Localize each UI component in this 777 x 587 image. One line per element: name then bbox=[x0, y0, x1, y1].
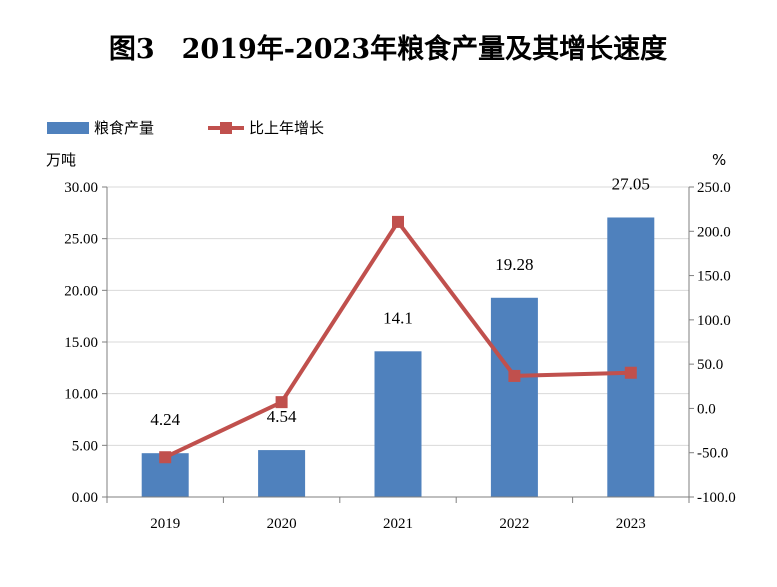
bar-data-label: 4.54 bbox=[267, 407, 297, 426]
right-tick-label: 250.0 bbox=[697, 180, 731, 196]
legend-label-line: 比上年增长 bbox=[249, 119, 324, 137]
line-point bbox=[508, 369, 521, 382]
right-tick-label: 200.0 bbox=[697, 224, 731, 240]
legend-marker-swatch bbox=[220, 122, 232, 134]
chart-title: 图3 2019年-2023年粮食产量及其增长速度 bbox=[109, 33, 667, 65]
x-tick-label: 2022 bbox=[499, 516, 529, 532]
left-tick-label: 5.00 bbox=[72, 438, 98, 454]
legend-bar-swatch bbox=[47, 122, 89, 134]
line-point bbox=[392, 215, 404, 228]
left-tick-label: 0.00 bbox=[72, 490, 98, 506]
tick-labels: 0.00 5.00 10.00 15.00 20.00 25.00 30.00 -100.0 -… bbox=[64, 174, 736, 532]
bar bbox=[258, 450, 306, 497]
right-tick-label: 0.0 bbox=[697, 401, 716, 417]
line-point bbox=[159, 451, 172, 464]
left-tick-label: 15.00 bbox=[64, 335, 98, 351]
bar-data-label: 14.1 bbox=[383, 308, 413, 327]
bar bbox=[607, 217, 655, 497]
left-tick-label: 20.00 bbox=[64, 283, 98, 299]
bar-data-label: 27.05 bbox=[612, 174, 650, 193]
line-point bbox=[624, 366, 637, 379]
right-tick-label: 50.0 bbox=[697, 357, 723, 373]
right-tick-label: 150.0 bbox=[697, 269, 731, 285]
axes bbox=[102, 186, 694, 503]
x-tick-label: 2019 bbox=[150, 516, 180, 532]
legend: 粮食产量 比上年增长 bbox=[47, 119, 324, 137]
bar-data-label: 4.24 bbox=[150, 410, 180, 429]
line-series bbox=[159, 215, 637, 464]
right-tick-label: 100.0 bbox=[697, 313, 731, 329]
line-point bbox=[275, 396, 288, 409]
x-tick-label: 2021 bbox=[383, 516, 413, 532]
bar-series bbox=[141, 217, 655, 497]
left-tick-label: 10.00 bbox=[64, 387, 98, 403]
right-tick-label: -100.0 bbox=[697, 490, 736, 506]
left-tick-label: 25.00 bbox=[64, 232, 98, 248]
left-axis-unit: 万吨 bbox=[46, 151, 76, 169]
x-tick-label: 2020 bbox=[267, 516, 297, 532]
right-axis-unit: % bbox=[712, 151, 726, 169]
bar bbox=[374, 351, 422, 497]
bar bbox=[490, 297, 538, 497]
right-tick-label: -50.0 bbox=[697, 446, 728, 462]
legend-label-bar: 粮食产量 bbox=[94, 119, 154, 137]
x-tick-label: 2023 bbox=[616, 516, 646, 532]
left-tick-label: 30.00 bbox=[64, 180, 98, 196]
bar-data-label: 19.28 bbox=[495, 255, 533, 274]
